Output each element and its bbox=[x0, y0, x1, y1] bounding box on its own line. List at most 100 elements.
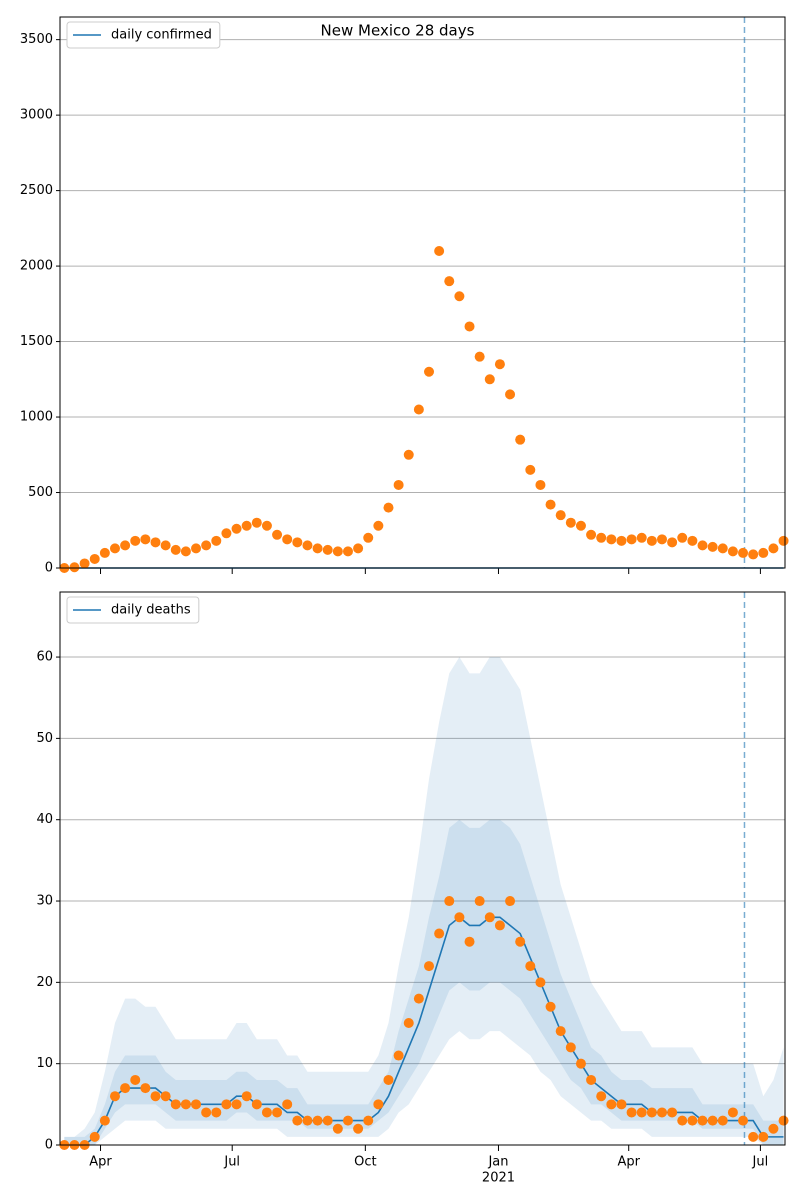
point bbox=[575, 520, 586, 531]
y-tick-label: 30 bbox=[36, 894, 53, 909]
point bbox=[424, 961, 435, 972]
point bbox=[596, 1091, 607, 1102]
point bbox=[140, 534, 151, 545]
point bbox=[251, 1099, 262, 1110]
point bbox=[606, 534, 617, 545]
plot-area bbox=[60, 592, 785, 1145]
point bbox=[302, 1115, 313, 1126]
point bbox=[413, 993, 424, 1004]
point bbox=[130, 1074, 141, 1085]
point bbox=[109, 1091, 120, 1102]
point bbox=[221, 1099, 232, 1110]
point bbox=[353, 543, 364, 554]
y-tick-label: 3000 bbox=[20, 108, 53, 123]
point bbox=[768, 543, 779, 554]
x-tick-label: Apr bbox=[617, 1155, 640, 1170]
band bbox=[64, 657, 784, 1145]
point bbox=[120, 540, 131, 551]
point bbox=[464, 936, 475, 947]
point bbox=[211, 1107, 222, 1118]
x-tick-label: Jul bbox=[752, 1155, 769, 1170]
point bbox=[241, 1091, 252, 1102]
point bbox=[515, 434, 526, 445]
point bbox=[353, 1123, 364, 1134]
point bbox=[312, 1115, 323, 1126]
point bbox=[545, 499, 556, 510]
point bbox=[160, 1091, 171, 1102]
y-tick-label: 60 bbox=[36, 650, 53, 665]
point bbox=[434, 928, 445, 939]
axes-frame bbox=[59, 16, 786, 569]
point bbox=[677, 1115, 688, 1126]
point bbox=[727, 546, 738, 557]
point bbox=[322, 544, 333, 555]
y-tick-label: 20 bbox=[36, 975, 53, 990]
point bbox=[211, 535, 222, 546]
point bbox=[778, 1115, 789, 1126]
point bbox=[748, 549, 759, 560]
point bbox=[130, 535, 141, 546]
point bbox=[109, 543, 120, 554]
point bbox=[332, 546, 343, 557]
point bbox=[272, 529, 283, 540]
point bbox=[241, 520, 252, 531]
point bbox=[717, 1115, 728, 1126]
legend-label: daily deaths bbox=[111, 603, 191, 618]
point bbox=[454, 291, 465, 302]
point bbox=[201, 540, 212, 551]
point bbox=[677, 532, 688, 543]
point bbox=[636, 1107, 647, 1118]
point bbox=[646, 535, 657, 546]
y-tick-label: 40 bbox=[36, 812, 53, 827]
point bbox=[727, 1107, 738, 1118]
x-tick-label: Jul bbox=[223, 1155, 240, 1170]
point bbox=[201, 1107, 212, 1118]
point bbox=[99, 547, 110, 558]
point bbox=[393, 479, 404, 490]
point bbox=[312, 543, 323, 554]
point bbox=[180, 546, 191, 557]
point bbox=[383, 502, 394, 513]
point bbox=[494, 920, 505, 931]
point bbox=[697, 1115, 708, 1126]
x-tick-label: Jan bbox=[487, 1155, 508, 1170]
y-tick-label: 1000 bbox=[20, 410, 53, 425]
point bbox=[484, 912, 495, 923]
point bbox=[180, 1099, 191, 1110]
point bbox=[555, 1026, 566, 1037]
point bbox=[474, 351, 485, 362]
legend-label: daily confirmed bbox=[111, 28, 212, 43]
point bbox=[282, 1099, 293, 1110]
point bbox=[79, 558, 90, 569]
point bbox=[393, 1050, 404, 1061]
band bbox=[64, 819, 784, 1145]
point bbox=[687, 1115, 698, 1126]
point bbox=[231, 1099, 242, 1110]
chart-title: New Mexico 28 days bbox=[321, 22, 475, 40]
point bbox=[150, 537, 161, 548]
point bbox=[363, 532, 374, 543]
point bbox=[707, 541, 718, 552]
point bbox=[322, 1115, 333, 1126]
point bbox=[191, 1099, 202, 1110]
point bbox=[434, 245, 445, 256]
axes-frame bbox=[59, 591, 786, 1146]
point bbox=[494, 359, 505, 370]
point bbox=[758, 1131, 769, 1142]
point bbox=[282, 534, 293, 545]
point bbox=[191, 543, 202, 554]
point bbox=[667, 1107, 678, 1118]
point bbox=[768, 1123, 779, 1134]
point bbox=[69, 562, 80, 573]
point bbox=[373, 520, 384, 531]
point bbox=[342, 1115, 353, 1126]
point bbox=[586, 529, 597, 540]
x-tick-label: Apr bbox=[89, 1155, 112, 1170]
point bbox=[302, 540, 313, 551]
point bbox=[778, 535, 789, 546]
y-tick-label: 2000 bbox=[20, 259, 53, 274]
point bbox=[292, 537, 303, 548]
y-tick-label: 2500 bbox=[20, 183, 53, 198]
point bbox=[656, 1107, 667, 1118]
point bbox=[758, 547, 769, 558]
